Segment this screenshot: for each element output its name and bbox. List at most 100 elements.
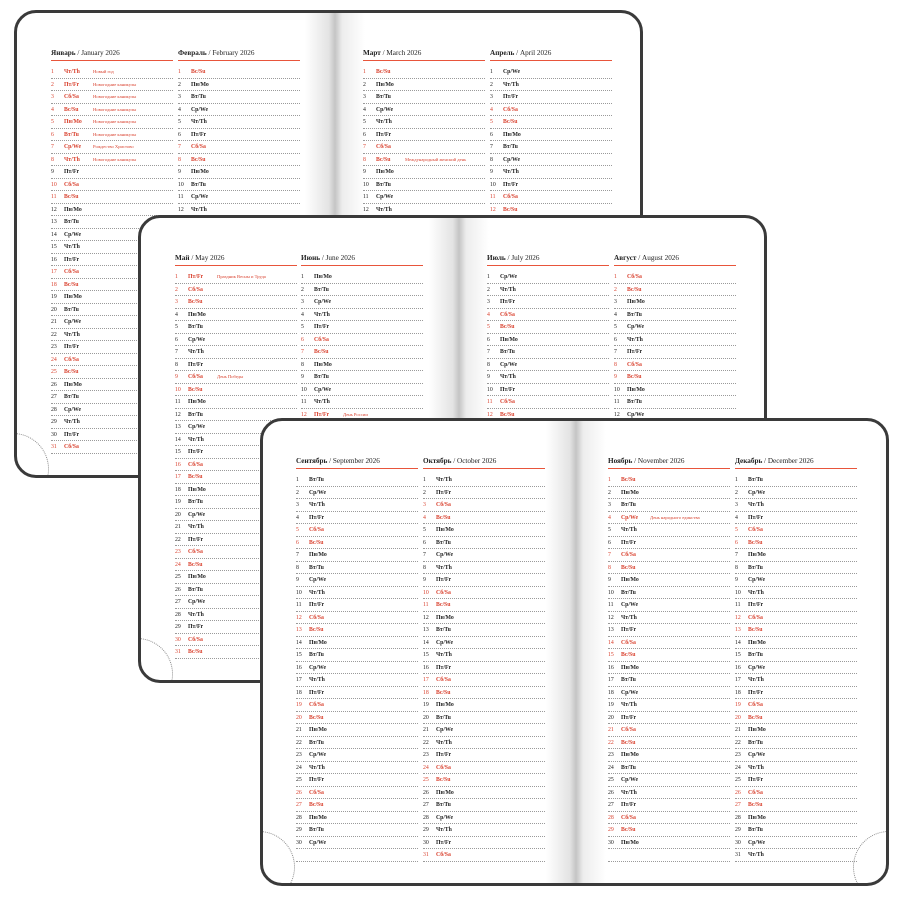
day-number: 16 xyxy=(735,664,741,671)
day-number: 11 xyxy=(735,602,741,608)
day-row: 13 Ср/We xyxy=(175,421,297,434)
day-row: 9 Ср/We xyxy=(735,574,857,587)
day-number: 29 xyxy=(175,624,181,630)
weekday: Вт/Tu xyxy=(64,219,79,225)
day-row: 7 Пт/Fr xyxy=(614,346,736,359)
day-number: 4 xyxy=(423,514,426,521)
weekday: Ср/We xyxy=(188,511,206,518)
day-list: 1 Ср/We 2 Чт/Th 3 Пт/Fr 4 Сб/Sa 5 Вс/Su 6 Пн/Mo 7 Вт/… xyxy=(490,66,612,216)
holiday-note: Рождество Христово xyxy=(93,144,134,149)
day-row: 16 Пт/Fr xyxy=(51,254,173,266)
weekday: Сб/Sa xyxy=(188,636,203,643)
day-number: 24 xyxy=(735,764,741,771)
day-number: 21 xyxy=(296,727,302,733)
weekday: Вт/Tu xyxy=(191,94,206,100)
day-number: 19 xyxy=(423,702,429,708)
day-row: 23 Пт/Fr xyxy=(423,749,545,762)
day-row: 23 Пт/Fr xyxy=(51,341,173,354)
day-row: 21 Ср/We xyxy=(51,316,173,329)
day-row: 26 Пн/Mo xyxy=(51,379,173,391)
weekday: Сб/Sa xyxy=(188,286,203,293)
day-row: 4 Пн/Mo xyxy=(175,309,297,321)
month-title-ru: Июль xyxy=(487,254,506,262)
day-row: 21 Сб/Sa xyxy=(608,724,730,737)
day-row: 17 Вт/Tu xyxy=(608,674,730,687)
day-row: 5 Пн/Mo Новогодние каникулы xyxy=(51,116,173,129)
day-number: 7 xyxy=(296,552,299,558)
weekday: Вс/Su xyxy=(436,777,451,783)
day-row: 26 Вт/Tu xyxy=(175,584,297,596)
day-number: 15 xyxy=(296,652,302,658)
weekday: Вс/Su xyxy=(748,539,763,546)
day-number: 30 xyxy=(175,636,181,643)
day-number: 2 xyxy=(51,81,54,88)
weekday: Вт/Tu xyxy=(748,827,763,833)
month-title-ru: Март xyxy=(363,49,381,57)
weekday: Сб/Sa xyxy=(748,789,763,796)
day-number: 13 xyxy=(51,219,57,225)
day-row: 25 Пн/Mo xyxy=(175,571,297,584)
day-row: 8 Чт/Th xyxy=(423,562,545,574)
weekday: Сб/Sa xyxy=(64,356,79,363)
day-number: 5 xyxy=(363,119,366,125)
day-number: 24 xyxy=(423,764,429,771)
weekday: Вс/Su xyxy=(309,802,324,808)
month-title-ru: Сентябрь xyxy=(296,457,328,465)
weekday: Вс/Su xyxy=(309,539,324,546)
weekday: Пт/Fr xyxy=(64,344,80,350)
month-title-separator: / xyxy=(189,254,196,262)
day-row: 5 Ср/We xyxy=(614,321,736,334)
weekday: Ср/We xyxy=(748,664,766,671)
day-number: 12 xyxy=(363,206,369,213)
weekday: Чт/Th xyxy=(436,739,452,746)
day-number: 19 xyxy=(608,702,614,708)
day-row: 14 Ср/We xyxy=(51,229,173,241)
day-row: 6 Вс/Su xyxy=(296,537,418,549)
weekday: Пт/Fr xyxy=(314,411,330,418)
day-row: 29 Вс/Su xyxy=(608,824,730,837)
day-row: 17 Чт/Th xyxy=(296,674,418,687)
day-row: 6 Пн/Mo xyxy=(487,334,609,346)
day-row: 29 Пт/Fr xyxy=(175,621,297,634)
day-row: 24 Сб/Sa xyxy=(423,762,545,774)
day-row: 7 Ср/We Рождество Христово xyxy=(51,141,173,154)
day-number: 31 xyxy=(51,444,57,450)
day-number: 12 xyxy=(614,411,620,418)
day-row: 1 Сб/Sa xyxy=(614,271,736,284)
day-row: 19 Чт/Th xyxy=(608,699,730,712)
weekday: Вс/Su xyxy=(188,474,203,480)
weekday: Пн/Mo xyxy=(436,527,454,533)
day-row: 8 Вс/Su xyxy=(608,562,730,574)
day-number: 7 xyxy=(423,552,426,558)
day-number: 10 xyxy=(296,589,302,596)
day-row: 17 Сб/Sa xyxy=(51,266,173,279)
month-column: Июнь / June 2026 1 Пн/Mo 2 Вт/Tu 3 Ср/We 4 Чт/Th… xyxy=(301,252,423,421)
weekday: Ср/We xyxy=(627,411,645,418)
day-row: 12 Сб/Sa xyxy=(735,612,857,624)
day-row: 18 Пн/Mo xyxy=(175,484,297,496)
weekday: Ср/We xyxy=(376,194,394,200)
day-number: 8 xyxy=(487,361,490,368)
weekday: Вт/Tu xyxy=(436,714,451,721)
day-number: 2 xyxy=(296,489,299,496)
weekday: Пт/Fr xyxy=(621,714,637,721)
weekday: Вт/Tu xyxy=(748,739,763,746)
day-number: 22 xyxy=(175,536,181,543)
day-row: 28 Ср/We xyxy=(51,404,173,416)
day-row: 6 Пт/Fr xyxy=(608,537,730,549)
month-title-separator: / xyxy=(505,254,512,262)
day-number: 13 xyxy=(175,424,181,430)
weekday: Вс/Su xyxy=(188,649,203,655)
day-number: 5 xyxy=(301,324,304,330)
day-row: 27 Вт/Tu xyxy=(51,391,173,404)
day-number: 6 xyxy=(301,336,304,343)
day-row: 14 Пн/Mo xyxy=(735,637,857,649)
day-row: 27 Вс/Su xyxy=(735,799,857,812)
day-number: 28 xyxy=(296,814,302,821)
weekday: Вс/Su xyxy=(748,627,763,633)
month-title-separator: / xyxy=(451,457,458,465)
day-row: 31 Сб/Sa xyxy=(51,441,173,454)
day-number: 8 xyxy=(51,156,54,163)
day-number: 16 xyxy=(51,256,57,263)
weekday: Пт/Fr xyxy=(64,81,80,88)
